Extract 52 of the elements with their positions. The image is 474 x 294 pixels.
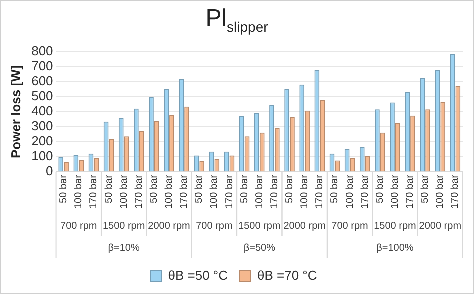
x-tick-label: 50 bar [58,174,70,204]
x-tick-label: 170 bar [314,174,326,210]
x-tick-label: 50 bar [330,174,341,204]
text: β=100% [376,242,414,254]
x-tick-label: 100 bar [390,174,401,210]
x-tick-label: 170 bar [360,174,371,210]
legend-label: θB =70 °C [258,268,318,284]
y-tick-label: 600 [32,73,54,88]
x-tick-label: 100 bar [164,174,176,210]
text: 2000 rpm [284,220,326,232]
text: β=50% [244,242,276,254]
y-tick-label: 700 [32,58,54,74]
x-tick-label: 50 bar [194,174,206,204]
x-tick-label: 50 bar [148,174,160,204]
y-tick-label: 500 [32,88,54,104]
y-tick-label: 100 [32,148,54,164]
x-tick-label: 170 bar [450,174,462,210]
text: 700 rpm [332,220,368,232]
chart-title: Pl$_{slipper}$ [204,5,270,35]
text: 700 rpm [196,220,233,232]
x-tick-label: 170 bar [179,174,190,210]
y-tick-label: 800 [32,43,54,58]
x-tick-label: 100 bar [254,174,266,210]
text: 2000 rpm [419,220,462,232]
y-tick-label: 200 [32,134,54,149]
x-tick-label: 100 bar [435,174,446,210]
x-tick-label: 170 bar [134,174,145,210]
x-tick-label: 100 bar [74,174,85,210]
x-tick-label: 100 bar [209,174,220,210]
legend-label: θB =50 °C [168,268,228,284]
y-tick-label: 300 [32,118,54,134]
text: 1500 rpm [374,220,416,232]
x-tick-label: 50 bar [420,174,432,204]
text: 1500 rpm [238,220,281,232]
x-tick-label: 50 bar [104,174,115,204]
text: 700 rpm [60,220,98,232]
text: 2000 rpm [148,220,190,232]
x-tick-label: 170 bar [88,174,100,210]
x-tick-label: 100 bar [344,174,356,210]
x-tick-label: 50 bar [239,174,250,204]
y-axis-title: Power loss [W] [8,65,24,159]
x-tick-label: 100 bar [300,174,311,210]
x-tick-label: 170 bar [405,174,416,210]
x-tick-label: 170 bar [224,174,236,210]
y-tick-label: 400 [32,104,54,119]
text: 1500 rpm [102,220,146,232]
x-tick-label: 50 bar [284,174,296,204]
x-tick-label: 170 bar [269,174,280,210]
y-tick-label: 0 [46,164,54,179]
x-tick-label: 100 bar [118,174,130,210]
x-tick-label: 50 bar [374,174,386,204]
text: β=10% [108,242,140,254]
